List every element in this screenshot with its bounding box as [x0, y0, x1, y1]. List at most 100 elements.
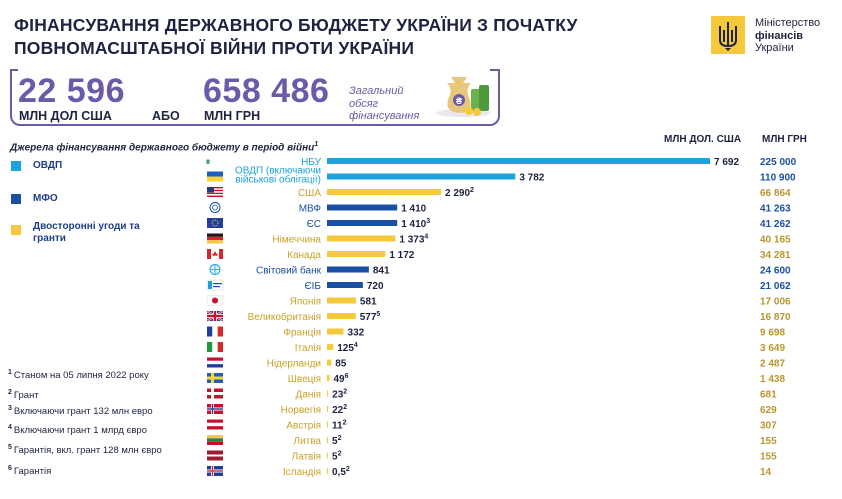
total-usd-value: 22 596: [18, 72, 125, 110]
bar: [327, 452, 328, 459]
category-label: ЄІБ: [304, 281, 321, 292]
value-label: 2 2902: [445, 187, 474, 199]
bar: [327, 375, 330, 381]
value-label: 3 782: [519, 173, 544, 184]
uah-value-label: 34 281: [760, 250, 791, 261]
value-label: 5775: [360, 311, 381, 323]
column-header-usd: МЛН ДОЛ. США: [664, 134, 742, 145]
bar: [327, 437, 328, 443]
uah-value-label: 3 649: [760, 343, 785, 354]
value-label: 1 410: [401, 204, 426, 215]
legend-swatch-mfo: [11, 194, 21, 204]
flag-eib-icon: [206, 279, 224, 291]
flag-eu-icon: [207, 218, 223, 228]
footnote: 1 Станом на 05 липня 2022 року: [8, 369, 149, 381]
money-bag-icon: ₴: [436, 77, 490, 117]
category-label: Світовий банк: [256, 265, 322, 277]
category-label: Франція: [283, 328, 321, 339]
category-label: США: [298, 188, 321, 199]
category-label: Італія: [295, 343, 321, 354]
category-label: Ісландія: [283, 467, 321, 478]
flag-gb-icon: [206, 310, 224, 322]
legend-swatch-ovdp: [11, 161, 21, 171]
category-label: ОВДП (включаючи: [235, 166, 321, 177]
uah-value-label: 155: [760, 452, 777, 463]
value-label: 1 3734: [399, 234, 428, 246]
footnote: 5 Гарантія, вкл. грант 128 млн євро: [8, 444, 162, 456]
flag-ua-icon: [207, 171, 223, 182]
uah-value-label: 40 165: [760, 235, 791, 246]
bar: [327, 344, 334, 350]
totals-frame: [10, 69, 500, 126]
uah-value-label: 17 006: [760, 297, 791, 308]
legend-swatch-bilateral: [11, 225, 21, 235]
value-label: 232: [332, 389, 347, 401]
bar: [327, 158, 710, 164]
category-label: військові облігації): [235, 174, 321, 186]
bar: [327, 421, 328, 428]
uah-value-label: 629: [760, 405, 777, 416]
flag-is-icon: [207, 466, 223, 476]
uah-value-label: 681: [760, 390, 777, 401]
flag-at-icon: [207, 419, 223, 430]
flag-dk-icon: [207, 388, 223, 399]
bar: [327, 282, 363, 288]
value-label: 85: [335, 359, 347, 370]
flag-lv-icon: [207, 450, 223, 461]
value-label: 720: [367, 281, 384, 292]
svg-text:₴: ₴: [456, 96, 462, 106]
category-label: Німеччина: [272, 235, 321, 246]
value-label: 581: [360, 297, 377, 308]
category-label: Литва: [294, 436, 322, 447]
total-label: Загальний обсяг фінансування: [349, 85, 420, 122]
uah-value-label: 110 900: [760, 173, 796, 184]
value-label: 222: [332, 404, 347, 416]
bar: [327, 220, 398, 226]
flag-de-icon: [207, 233, 223, 244]
flag-lt-icon: [207, 435, 223, 445]
bar: [327, 468, 328, 474]
uah-value-label: 225 000: [760, 157, 797, 168]
bar: [327, 266, 369, 273]
uah-value-label: 41 262: [760, 219, 791, 230]
svg-text:₴: ₴: [206, 160, 210, 166]
value-label: 52: [332, 451, 342, 463]
value-label: 496: [333, 373, 348, 385]
footnote: 3 Включаючи грант 132 млн евро: [8, 405, 153, 417]
flag-fr-icon: [207, 326, 223, 337]
uah-value-label: 16 870: [760, 312, 791, 323]
bar: [327, 390, 329, 397]
bar: [327, 189, 442, 195]
chart-subtitle: Джерела фінансування державного бюджету …: [10, 141, 319, 154]
footnote: 4 Включаючи грант 1 млрд євро: [8, 424, 147, 436]
footnote: 6 Гарантія: [8, 465, 52, 477]
bar: [327, 313, 356, 319]
nbu-logo-icon: ₴: [206, 160, 210, 166]
value-label: 0,52: [332, 466, 350, 478]
category-label: НБУ: [301, 157, 322, 168]
category-label: Нідерланди: [267, 359, 321, 370]
page-title: ФІНАНСУВАННЯ ДЕРЖАВНОГО БЮДЖЕТУ УКРАЇНИ …: [14, 15, 578, 58]
value-label: 1 4103: [401, 218, 430, 230]
category-label: Швеція: [288, 374, 321, 385]
uah-value-label: 307: [760, 421, 777, 432]
value-label: 1 172: [389, 250, 414, 261]
bar: [327, 297, 356, 304]
uah-value-label: 41 263: [760, 204, 791, 215]
value-label: 332: [348, 328, 365, 339]
bar: [327, 173, 516, 180]
category-label: Данія: [296, 390, 322, 401]
bar: [327, 328, 344, 335]
total-uah-value: 658 486: [203, 72, 330, 110]
uah-value-label: 21 062: [760, 281, 791, 292]
value-label: 841: [373, 266, 390, 277]
flag-nl-icon: [207, 357, 223, 368]
category-label: Канада: [287, 250, 321, 261]
uah-value-label: 155: [760, 436, 777, 447]
flag-no-icon: [207, 404, 223, 414]
total-uah-unit: МЛН ГРН: [204, 109, 261, 123]
bar: [327, 251, 386, 257]
flag-imf-icon: [209, 202, 221, 213]
value-label: 52: [332, 435, 342, 447]
flag-jp-icon: [206, 295, 224, 306]
